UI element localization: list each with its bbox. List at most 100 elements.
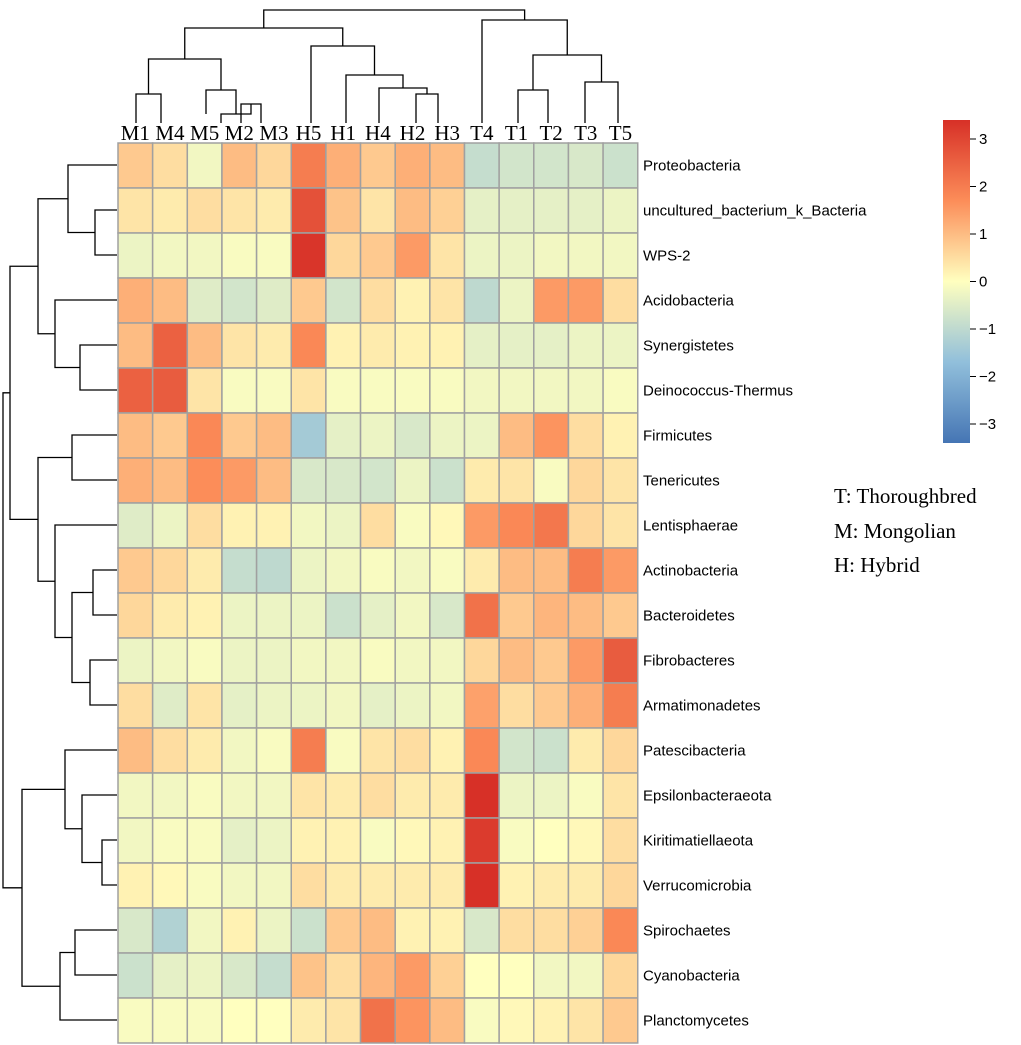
color-scale-tick-label: 0 [979,274,987,291]
heatmap-cell-Synergistetes-H4 [359,322,396,369]
heatmap-cell-Armatimonadetes-T1 [498,682,535,729]
heatmap-cell-Proteobacteria-M3 [255,142,293,189]
heatmap-cell-Lentisphaerae-H1 [325,502,362,549]
heatmap-cell-Tenericutes-T1 [498,457,535,504]
heatmap-cell-Tenericutes-M3 [255,457,293,504]
heatmap-cell-Fibrobacteres-T1 [498,637,535,684]
heatmap-cell-Epsilonbacteraeota-H3 [429,772,466,819]
column-label-M1: M1 [121,121,150,145]
heatmap-cell-Cyanobacteria-M2 [221,952,258,999]
heatmap-cell-Spirochaetes-T2 [533,907,570,954]
heatmap-cell-Planctomycetes-M3 [255,997,293,1044]
heatmap-cell-Kiritimatiellaeota-M5 [186,817,223,864]
heatmap-cell-Kiritimatiellaeota-T2 [533,817,570,864]
heatmap-cell-Cyanobacteria-H2 [394,952,431,999]
heatmap-cell-Acidobacteria-M5 [186,277,223,324]
heatmap-cell-Acidobacteria-H2 [394,277,431,324]
heatmap-cell-Lentisphaerae-T2 [533,502,570,549]
heatmap-cells [117,142,639,1044]
column-label-H2: H2 [400,121,426,145]
heatmap-cell-Proteobacteria-H3 [429,142,466,189]
heatmap-cell-Actinobacteria-H5 [290,547,327,594]
heatmap-cell-Actinobacteria-H1 [325,547,362,594]
heatmap-cell-Deinococcus-Thermus-M5 [186,367,223,414]
heatmap-cell-Kiritimatiellaeota-T3 [567,817,604,864]
heatmap-cell-Firmicutes-M3 [255,412,293,459]
heatmap-cell-Fibrobacteres-H1 [325,637,362,684]
heatmap-cell-Lentisphaerae-T4 [463,502,500,549]
column-label-M3: M3 [259,121,288,145]
row-label-Fibrobacteres: Fibrobacteres [643,653,735,670]
heatmap-cell-Firmicutes-H2 [394,412,431,459]
heatmap-cell-Armatimonadetes-H1 [325,682,362,729]
heatmap-cell-Bacteroidetes-M5 [186,592,223,639]
heatmap-cell-Deinococcus-Thermus-T1 [498,367,535,414]
heatmap-cell-Patescibacteria-M4 [151,727,189,774]
heatmap-cell-Fibrobacteres-T4 [463,637,500,684]
heatmap-cell-Armatimonadetes-M3 [255,682,293,729]
heatmap-cell-Firmicutes-M1 [117,412,154,459]
heatmap-cell-Patescibacteria-M5 [186,727,223,774]
heatmap-cell-Patescibacteria-M2 [221,727,258,774]
heatmap-cell-WPS-2-T2 [533,232,570,279]
column-label-M2: M2 [225,121,254,145]
heatmap-cell-Spirochaetes-T5 [602,907,639,954]
heatmap-cell-Acidobacteria-M2 [221,277,258,324]
legend-thoroughbred: T: Thoroughbred [834,484,977,508]
heatmap-cell-Armatimonadetes-M1 [117,682,154,729]
row-label-Acidobacteria: Acidobacteria [643,293,735,310]
heatmap-cell-Planctomycetes-H3 [429,997,466,1044]
heatmap-cell-Planctomycetes-M1 [117,997,154,1044]
heatmap-cell-Verrucomicrobia-M5 [186,862,223,909]
heatmap-cell-Synergistetes-H3 [429,322,466,369]
heatmap-cell-Deinococcus-Thermus-T3 [567,367,604,414]
heatmap-cell-Patescibacteria-M1 [117,727,154,774]
heatmap-cell-Deinococcus-Thermus-M4 [151,367,189,414]
heatmap-cell-Proteobacteria-T2 [533,142,570,189]
column-label-T1: T1 [505,121,528,145]
row-label-Actinobacteria: Actinobacteria [643,563,739,580]
heatmap-cell-WPS-2-M4 [151,232,189,279]
heatmap-cell-Bacteroidetes-T1 [498,592,535,639]
heatmap-cell-Planctomycetes-M5 [186,997,223,1044]
heatmap-cell-Kiritimatiellaeota-M2 [221,817,258,864]
heatmap-cell-uncultured_bacterium_k_Bacteria-H4 [359,187,396,234]
heatmap-cell-Epsilonbacteraeota-T3 [567,772,604,819]
heatmap-cell-WPS-2-H2 [394,232,431,279]
heatmap-cell-WPS-2-M3 [255,232,293,279]
heatmap-cell-Bacteroidetes-H4 [359,592,396,639]
heatmap-cell-Verrucomicrobia-M4 [151,862,189,909]
heatmap-cell-Actinobacteria-T1 [498,547,535,594]
heatmap-cell-Kiritimatiellaeota-H3 [429,817,466,864]
heatmap-cell-Armatimonadetes-H3 [429,682,466,729]
heatmap-cell-Verrucomicrobia-H4 [359,862,396,909]
heatmap-cell-Epsilonbacteraeota-M3 [255,772,293,819]
heatmap-cell-Planctomycetes-H2 [394,997,431,1044]
heatmap-cell-Fibrobacteres-M4 [151,637,189,684]
heatmap-cell-Lentisphaerae-H2 [394,502,431,549]
heatmap-cell-Spirochaetes-M5 [186,907,223,954]
row-label-Verrucomicrobia: Verrucomicrobia [643,878,752,895]
heatmap-cell-Epsilonbacteraeota-M4 [151,772,189,819]
heatmap-cell-Fibrobacteres-H3 [429,637,466,684]
heatmap-cell-Fibrobacteres-T3 [567,637,604,684]
heatmap-cell-Actinobacteria-H4 [359,547,396,594]
heatmap-cell-Firmicutes-T5 [602,412,639,459]
heatmap-cell-Acidobacteria-M1 [117,277,154,324]
heatmap-cell-Kiritimatiellaeota-T5 [602,817,639,864]
heatmap-cell-Acidobacteria-H5 [290,277,327,324]
heatmap-cell-Tenericutes-M2 [221,457,258,504]
heatmap-cell-Deinococcus-Thermus-H3 [429,367,466,414]
heatmap-cell-Verrucomicrobia-T1 [498,862,535,909]
heatmap-cell-Planctomycetes-H1 [325,997,362,1044]
heatmap-cell-WPS-2-M2 [221,232,258,279]
heatmap-cell-Bacteroidetes-M2 [221,592,258,639]
row-label-Bacteroidetes: Bacteroidetes [643,608,735,625]
column-label-M4: M4 [155,121,185,145]
heatmap-cell-Acidobacteria-M4 [151,277,189,324]
heatmap-cell-Tenericutes-H3 [429,457,466,504]
heatmap-cell-Deinococcus-Thermus-H5 [290,367,327,414]
heatmap-cell-uncultured_bacterium_k_Bacteria-M2 [221,187,258,234]
heatmap-cell-Cyanobacteria-T2 [533,952,570,999]
